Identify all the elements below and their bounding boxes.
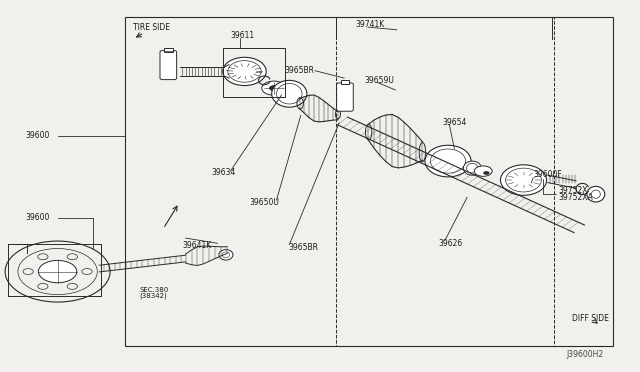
Ellipse shape [463,161,481,175]
FancyBboxPatch shape [160,51,177,80]
Text: 39741K: 39741K [355,20,385,29]
Circle shape [269,86,278,91]
Circle shape [474,166,492,176]
Text: 39634: 39634 [211,169,236,177]
Ellipse shape [223,57,266,86]
Circle shape [262,81,286,95]
Ellipse shape [587,186,605,202]
Ellipse shape [500,165,547,195]
Text: 39626: 39626 [438,239,463,248]
Text: 39752X: 39752X [558,186,588,195]
Text: TIRE SIDE: TIRE SIDE [133,23,170,32]
Text: 39654: 39654 [443,118,467,126]
Text: 39611: 39611 [230,31,255,40]
Text: 3965BR: 3965BR [285,66,315,75]
Text: 39641K: 39641K [182,241,212,250]
Text: (38342): (38342) [140,292,167,299]
Text: 39752XA: 39752XA [558,193,593,202]
Ellipse shape [272,80,307,107]
Circle shape [483,171,490,175]
Text: 39600: 39600 [26,131,50,140]
Ellipse shape [219,250,233,260]
Ellipse shape [425,145,471,177]
Bar [164,48,173,52]
Circle shape [38,260,77,283]
Text: 39659U: 39659U [365,76,395,85]
Text: 3965BR: 3965BR [288,243,318,252]
Text: DIFF SIDE: DIFF SIDE [572,314,609,323]
FancyBboxPatch shape [337,83,353,111]
Text: 39650U: 39650U [250,198,280,207]
Bar [125,17,613,346]
Text: 39600F: 39600F [533,170,562,179]
Text: 39600: 39600 [26,213,50,222]
Text: J39600H2: J39600H2 [566,350,604,359]
Bar [341,80,349,84]
Text: SEC.380: SEC.380 [140,287,169,293]
